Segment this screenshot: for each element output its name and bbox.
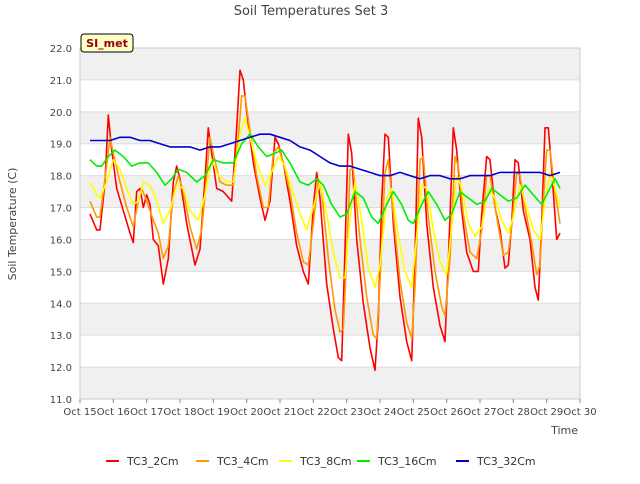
x-tick-label: Oct 15 xyxy=(63,407,96,418)
site-badge-label: SI_met xyxy=(86,37,128,50)
plot-band xyxy=(80,367,580,399)
series-line-tc3_2cm xyxy=(89,69,561,372)
y-tick-label: 22.0 xyxy=(50,44,72,55)
x-tick-label: Oct 18 xyxy=(163,407,196,418)
x-tick-label: Oct 27 xyxy=(463,407,496,418)
x-tick-label: Oct 23 xyxy=(330,407,363,418)
y-tick-label: 14.0 xyxy=(50,299,72,310)
x-tick-label: Oct 20 xyxy=(230,407,263,418)
legend-label: TC3_8Cm xyxy=(299,455,352,468)
site-badge: SI_met xyxy=(80,33,134,53)
plot-band xyxy=(80,111,580,144)
legend-label: TC3_32Cm xyxy=(476,455,536,468)
x-axis-label: Time xyxy=(550,424,578,437)
y-axis: 11.0 12.0 13.0 14.0 15.0 16.0 17.0 18.0 19.0 20.0… xyxy=(50,44,72,406)
plot-frame xyxy=(79,47,581,400)
legend-label: TC3_2Cm xyxy=(126,455,179,468)
plot-band xyxy=(80,175,580,208)
x-tick-label: Oct 21 xyxy=(263,407,296,418)
x-tick-label: Oct 29 xyxy=(530,407,563,418)
y-tick-label: 12.0 xyxy=(50,363,72,374)
y-tick-label: 18.0 xyxy=(50,172,72,183)
x-tick-label: Oct 24 xyxy=(363,407,396,418)
x-tick-label: Oct 25 xyxy=(397,407,430,418)
x-tick-label: Oct 22 xyxy=(297,407,330,418)
x-tick-label: Oct 16 xyxy=(97,407,130,418)
plot-bands xyxy=(80,48,580,399)
x-tick-label: Oct 28 xyxy=(497,407,530,418)
x-tick-label: Oct 19 xyxy=(197,407,230,418)
y-tick-label: 11.0 xyxy=(50,395,72,406)
series-layer xyxy=(89,69,561,372)
x-tick-label: Oct 30 xyxy=(563,407,596,418)
y-tick-label: 16.0 xyxy=(50,235,72,246)
series-line-tc3_8cm xyxy=(89,117,561,289)
x-axis: Oct 15 Oct 16 Oct 17 Oct 18 Oct 19 Oct 20 Oct … xyxy=(63,399,597,418)
site-badge-box xyxy=(80,33,134,53)
series-line-tc3_32cm xyxy=(90,133,561,180)
legend: TC3_2Cm TC3_4Cm TC3_8Cm TC3_16Cm TC3_32Cm xyxy=(106,455,536,468)
y-tick-label: 15.0 xyxy=(50,267,72,278)
y-tick-label: 17.0 xyxy=(50,204,72,215)
x-tick-label: Oct 26 xyxy=(430,407,463,418)
legend-label: TC3_4Cm xyxy=(216,455,269,468)
series-line-tc3_16cm xyxy=(89,133,561,225)
y-tick-label: 20.0 xyxy=(50,108,72,119)
plot-band xyxy=(80,48,580,80)
y-tick-label: 21.0 xyxy=(50,76,72,87)
y-axis-label: Soil Temperature (C) xyxy=(6,168,19,281)
x-tick-label: Oct 17 xyxy=(130,407,163,418)
chart-title: Soil Temperatures Set 3 xyxy=(234,4,389,19)
y-tick-label: 13.0 xyxy=(50,331,72,342)
legend-label: TC3_16Cm xyxy=(377,455,437,468)
y-tick-label: 19.0 xyxy=(50,140,72,151)
